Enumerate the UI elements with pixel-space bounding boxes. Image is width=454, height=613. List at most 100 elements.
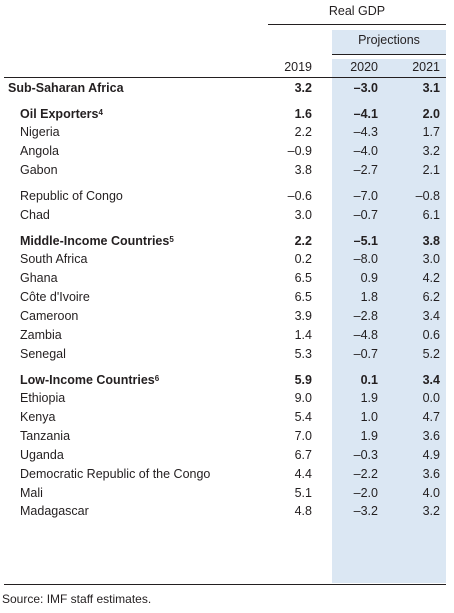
value-cell-2019: –0.6 [287,189,312,203]
value-cell-2019: 3.8 [294,163,312,177]
row-label: Madagascar [20,503,89,520]
row-label: Cameroon [20,308,78,325]
value-cell-2021: 3.6 [422,429,440,443]
value-cell-2019: 7.0 [294,429,312,443]
value-cell-2019: 1.4 [294,328,312,342]
value-cell-2019: 5.3 [294,347,312,361]
value-cell-2020: –0.7 [353,347,378,361]
row-label: Uganda [20,447,64,464]
value-cell-2021: 3.8 [422,234,440,248]
row-label: South Africa [20,251,87,268]
table-row: Nigeria 2.2 –4.3 1.7 [0,124,454,141]
row-label-text: Low-Income Countries [20,373,155,387]
value-cell-2020: –2.2 [353,467,378,481]
row-label: Low-Income Countries6 [20,372,159,389]
value-cell-2021: 5.2 [422,347,440,361]
value-cell-2019: 5.9 [294,373,312,387]
row-label-text: Mali [20,486,43,500]
table-row: South Africa 0.2 –8.0 3.0 [0,251,454,268]
row-label-text: Angola [20,144,59,158]
row-label-text: Senegal [20,347,66,361]
row-label: Sub-Saharan Africa [8,80,124,97]
value-cell-2020: –5.1 [353,234,378,248]
value-cell-2019: 9.0 [294,391,312,405]
value-cell-2021: 6.1 [422,208,440,222]
row-label-text: Democratic Republic of the Congo [20,467,211,481]
row-label-text: Madagascar [20,504,89,518]
table-row: Zambia 1.4 –4.8 0.6 [0,327,454,344]
value-cell-2019: 2.2 [294,234,312,248]
footnote-marker: 5 [169,235,174,244]
projections-header-shading [332,30,446,54]
value-cell-2019: 0.2 [294,252,312,266]
value-cell-2020: –0.3 [353,448,378,462]
value-cell-2020: –4.8 [353,328,378,342]
value-cell-2019: 1.6 [294,107,312,121]
value-cell-2019: 5.1 [294,486,312,500]
table-bottom-rule [4,584,446,585]
row-label: Oil Exporters4 [20,106,103,123]
table-row: Low-Income Countries6 5.9 0.1 3.4 [0,372,454,389]
value-cell-2019: 6.5 [294,290,312,304]
row-label-text: Kenya [20,410,56,424]
value-cell-2020: 1.9 [360,429,378,443]
table-row: Democratic Republic of the Congo 4.4 –2.2 3… [0,466,454,483]
row-label: Chad [20,207,50,224]
value-cell-2020: 0.9 [360,271,378,285]
row-label: Ethiopia [20,390,65,407]
row-label-text: Republic of Congo [20,189,123,203]
row-label-text: South Africa [20,252,88,266]
table-row: Cameroon 3.9 –2.8 3.4 [0,308,454,325]
table-row: Ethiopia 9.0 1.9 0.0 [0,390,454,407]
year-header-2021: 2021 [412,60,440,74]
value-cell-2020: –8.0 [353,252,378,266]
value-cell-2020: –4.0 [353,144,378,158]
row-label-text: Cameroon [20,309,79,323]
value-cell-2020: –3.0 [353,81,378,95]
value-cell-2020: –3.2 [353,504,378,518]
row-label: Middle-Income Countries5 [20,233,174,250]
value-cell-2020: –7.0 [353,189,378,203]
value-cell-2021: 0.0 [422,391,440,405]
table-row: Chad 3.0 –0.7 6.1 [0,207,454,224]
footnote-marker: 4 [98,108,103,117]
value-cell-2019: 2.2 [294,125,312,139]
value-cell-2021: 4.7 [422,410,440,424]
table-row: Oil Exporters4 1.6 –4.1 2.0 [0,106,454,123]
value-cell-2019: 3.0 [294,208,312,222]
row-label-text: Zambia [20,328,62,342]
value-cell-2021: 3.4 [422,373,440,387]
value-cell-2021: 1.7 [422,125,440,139]
value-cell-2020: –2.0 [353,486,378,500]
value-cell-2020: –4.1 [353,107,378,121]
table-row: Republic of Congo –0.6 –7.0 –0.8 [0,188,454,205]
footnote-marker: 6 [154,374,160,383]
table-row: Kenya 5.4 1.0 4.7 [0,409,454,426]
row-label-text: Oil Exporters [20,107,99,121]
value-cell-2021: 3.4 [422,309,440,323]
value-cell-2021: 2.1 [422,163,440,177]
year-header-2020: 2020 [350,60,378,74]
value-cell-2020: 0.1 [360,373,378,387]
table-row: Uganda 6.7 –0.3 4.9 [0,447,454,464]
value-cell-2019: 3.2 [294,81,312,95]
table-row: Ghana 6.5 0.9 4.2 [0,270,454,287]
row-label: Tanzania [20,428,70,445]
row-label-text: Chad [20,208,50,222]
real-gdp-header: Real GDP [328,4,386,18]
value-cell-2021: 6.2 [422,290,440,304]
row-label-text: Ghana [20,271,58,285]
table-row: Middle-Income Countries5 2.2 –5.1 3.8 [0,233,454,250]
table-row: Gabon 3.8 –2.7 2.1 [0,162,454,179]
value-cell-2021: 3.2 [422,144,440,158]
row-label: Democratic Republic of the Congo [20,466,210,483]
value-cell-2021: 4.0 [422,486,440,500]
projections-header: Projections [358,33,420,47]
row-label-text: Gabon [20,163,58,177]
value-cell-2019: 4.8 [294,504,312,518]
row-label: Republic of Congo [20,188,123,205]
row-label: Côte d'Ivoire [20,289,90,306]
value-cell-2021: 3.0 [422,252,440,266]
table-row: Angola –0.9 –4.0 3.2 [0,143,454,160]
